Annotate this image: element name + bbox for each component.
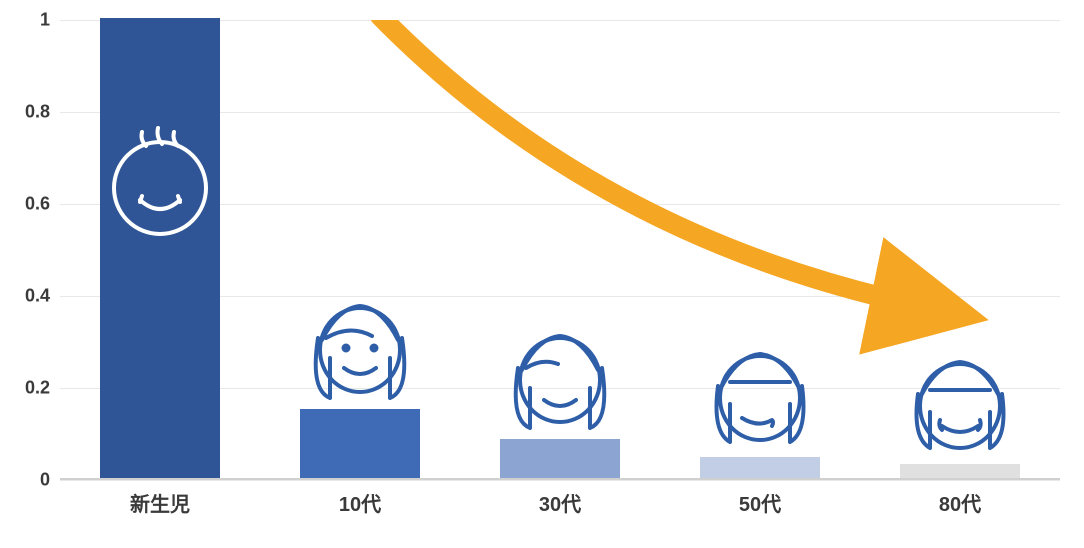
woman-face-icon xyxy=(500,310,620,445)
ytick-label: 0.6 xyxy=(10,194,50,215)
xtick-label: 新生児 xyxy=(130,488,190,517)
ytick-label: 0 xyxy=(10,470,50,491)
xtick-label: 50代 xyxy=(739,488,781,517)
gridline xyxy=(60,480,1060,481)
bar-newborn xyxy=(100,18,220,478)
xtick-label: 10代 xyxy=(339,488,381,517)
plot-area: 0 0.2 0.4 0.6 0.8 1 xyxy=(60,20,1060,480)
xtick-label: 30代 xyxy=(539,488,581,517)
baby-face-icon xyxy=(100,110,220,245)
bar-10s xyxy=(300,409,420,478)
middle-aged-face-icon xyxy=(700,328,820,463)
ytick-label: 0.4 xyxy=(10,286,50,307)
ytick-label: 0.2 xyxy=(10,378,50,399)
chart-container: 0 0.2 0.4 0.6 0.8 1 xyxy=(60,20,1060,500)
xtick-label: 80代 xyxy=(939,488,981,517)
ytick-label: 0.8 xyxy=(10,102,50,123)
elderly-face-icon xyxy=(900,336,1020,471)
girl-face-icon xyxy=(300,280,420,415)
ytick-label: 1 xyxy=(10,10,50,31)
